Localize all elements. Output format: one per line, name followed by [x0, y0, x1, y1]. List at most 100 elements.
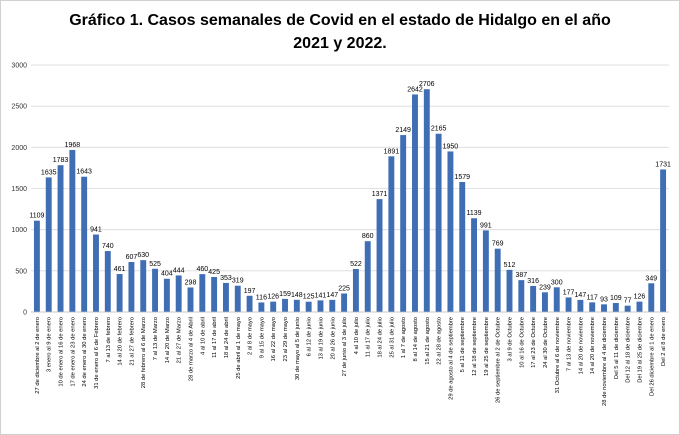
data-label: 316 [527, 278, 539, 285]
x-tick-label: 7 al 13 de noviembre [567, 317, 573, 371]
gridlines [31, 64, 669, 313]
data-label: 353 [220, 275, 232, 282]
data-label: 117 [587, 294, 598, 301]
chart-title-line-1: Gráfico 1. Casos semanales de Covid en e… [69, 12, 611, 29]
data-label: 225 [338, 285, 350, 292]
data-label: 349 [645, 275, 657, 282]
bar [329, 299, 336, 312]
data-label: 1371 [372, 191, 388, 198]
x-tick-label: 7 al 13 de Marzo [153, 317, 159, 360]
bar [530, 285, 537, 312]
data-label: 116 [256, 294, 267, 301]
data-label: 125 [303, 294, 315, 301]
data-label: 461 [114, 266, 126, 273]
axes: 0 500 1000 1500 2000 2500 3000 27 de diciembre … [11, 63, 669, 406]
data-label: 1109 [29, 213, 44, 220]
x-tick-label: 28 de marzo al 4 de Abril [189, 317, 195, 381]
data-label: 1950 [443, 143, 459, 150]
bar [175, 275, 182, 312]
bar [282, 298, 288, 312]
data-label: 147 [575, 292, 587, 299]
bar [270, 301, 277, 312]
x-tick-label: 14 al 20 de Marzo [165, 317, 171, 363]
bar [541, 292, 548, 312]
x-tick-label: 20 al 26 de junio [330, 317, 336, 360]
x-tick-label: 31 de enero al 6 de Febrero [94, 317, 100, 389]
data-label: 425 [208, 269, 220, 276]
bar [482, 230, 489, 312]
bar [494, 248, 501, 312]
data-label: 512 [504, 262, 516, 269]
x-tick-label: Del 5 al 11 de diciembre [614, 317, 620, 379]
data-label: 177 [563, 289, 575, 296]
data-label: 460 [196, 266, 208, 273]
x-tick-label: 28 de noviembre al 4 de diciembre [602, 317, 608, 406]
data-label: 2149 [395, 127, 411, 134]
bar [222, 282, 229, 312]
bar [33, 220, 40, 312]
data-label: 197 [244, 288, 256, 295]
data-label: 93 [600, 296, 608, 303]
x-tick-label: 2 al 8 de mayo [248, 317, 254, 355]
y-tick-label: 2000 [11, 145, 27, 152]
x-tick-label: 19 al 25 de septiembre [484, 317, 490, 376]
bar [234, 285, 241, 312]
data-label: 991 [480, 222, 492, 229]
bar [116, 274, 123, 312]
bar [57, 165, 64, 312]
bar [577, 299, 584, 312]
y-tick-label: 3000 [11, 63, 27, 70]
y-tick-label: 500 [15, 268, 27, 275]
y-tick-label: 1500 [11, 186, 27, 193]
x-tick-label: 26 de septiembre al 2 de Octubre [496, 317, 502, 403]
bar [211, 277, 218, 312]
data-label: 1139 [467, 210, 482, 217]
x-tick-label: 31 Octubre al 6 de noviembre [555, 317, 561, 393]
data-label: 298 [185, 279, 197, 286]
x-tick-label: 16 al 22 de mayo [271, 317, 277, 361]
bar [163, 278, 170, 312]
data-label: 300 [551, 279, 563, 286]
data-label: 1579 [454, 174, 470, 181]
bar [612, 303, 619, 312]
x-tick-label: 17 al 23 de Octubre [531, 317, 537, 368]
x-tick-label: 15 al 21 de agosto [425, 317, 431, 365]
data-label: 941 [90, 227, 102, 234]
bar [471, 218, 478, 312]
data-label: 1731 [655, 161, 671, 168]
data-label: 77 [624, 298, 632, 305]
bar [187, 287, 194, 312]
x-tick-label: 30 de mayo al 5 de junio [295, 317, 301, 380]
x-tick-label: 21 al 27 de febrero [129, 317, 135, 366]
data-label: 148 [291, 292, 303, 299]
x-tick-label: 23 al 29 de mayo [283, 317, 289, 361]
bar [435, 133, 442, 312]
x-tick-label: 27 de junio al 3 de julio [342, 317, 348, 376]
x-tick-label: 7 al 13 de febrero [106, 317, 112, 362]
x-tick-label: 25 al 31 de julio [389, 317, 395, 358]
x-tick-label: 18 al 24 de julio [378, 317, 384, 358]
x-tick-label: 13 al 19 de junio [318, 317, 324, 360]
bar [506, 269, 513, 312]
bar [317, 300, 324, 312]
x-tick-label: 1 al 7 de agosto [401, 317, 407, 358]
x-tick-label: 24 al 30 de Octubre [543, 317, 549, 368]
data-label: 2642 [407, 86, 423, 93]
x-tick-label: 10 de enero al 16 de enero [59, 317, 65, 387]
data-label: 239 [539, 284, 551, 291]
y-tick-label: 0 [23, 310, 27, 317]
x-tick-label: 6 al 12 de junio [307, 317, 313, 356]
data-label: 159 [279, 291, 291, 298]
y-tick-label: 2500 [11, 104, 27, 111]
bar [589, 302, 596, 312]
x-tick-label: 10 al 16 de Octubre [519, 317, 525, 368]
x-tick-label: 14 al 20 de febrero [118, 317, 124, 366]
x-tick-label: 22 al 28 de agosto [437, 317, 443, 365]
x-tick-label: 21 al 27 de Marzo [177, 317, 183, 363]
bar [518, 280, 525, 312]
chart-title-line-2: 2021 y 2022. [293, 35, 387, 52]
x-tick-label: 9 al 15 de mayo [259, 317, 265, 358]
